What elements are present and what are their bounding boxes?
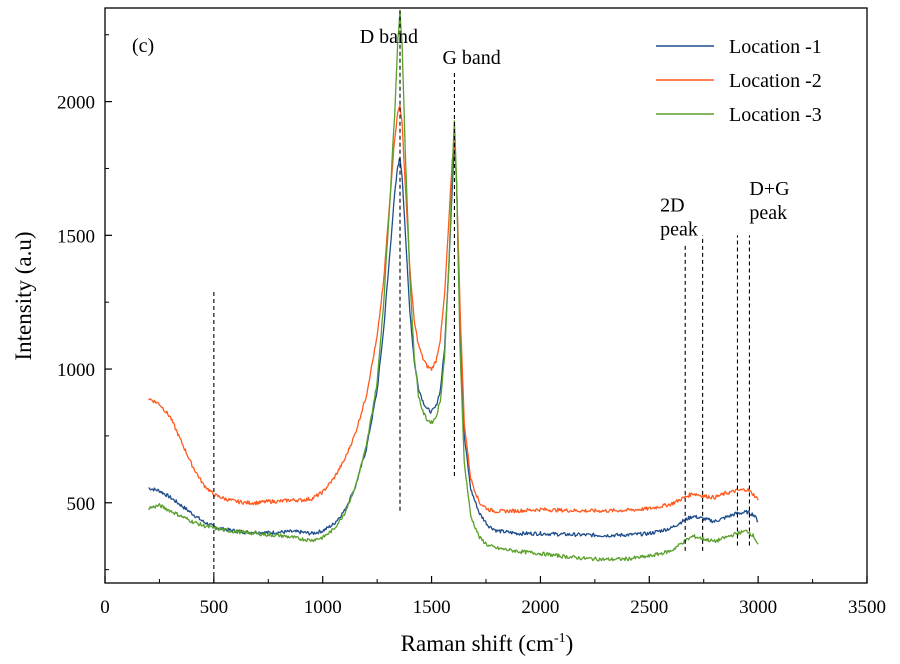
series-line-location-2 — [148, 105, 759, 514]
x-axis-title: Raman shift (cm-1) — [401, 631, 574, 656]
annotation-1-line-1: D band — [360, 26, 418, 48]
marker-layer — [213, 10, 750, 583]
x-axis-title-sup: -1 — [554, 631, 566, 646]
x-tick-label: 2500 — [630, 597, 668, 618]
series-line-location-3 — [147, 9, 759, 562]
x-tick-label: 0 — [100, 597, 110, 618]
annotation-3-line-1: 2D — [660, 194, 684, 216]
annotation-2-line-1: G band — [442, 47, 500, 69]
x-axis-title-close: ) — [566, 631, 574, 656]
tick-layer: 0 500 1000 1500 2000 2500 3000 3500 500 1000 1500 2… — [57, 34, 886, 618]
x-tick-label: 500 — [200, 597, 229, 618]
legend: Location -1 Location -2 Location -3 — [656, 36, 822, 126]
x-tick-label: 2000 — [521, 597, 559, 618]
series-layer — [147, 9, 759, 562]
y-tick-label: 1500 — [57, 226, 95, 247]
y-tick-label: 2000 — [57, 93, 95, 114]
y-tick-label: 500 — [67, 494, 96, 515]
annotation-4-line-1: D+G — [749, 178, 789, 200]
panel-label: (c) — [132, 35, 154, 57]
x-tick-label: 1000 — [304, 597, 342, 618]
legend-label-location-3: Location -3 — [729, 104, 822, 126]
y-tick-label: 1000 — [57, 360, 95, 381]
legend-label-location-2: Location -2 — [729, 70, 822, 92]
y-axis-title: Intensity (a.u) — [11, 231, 36, 360]
annotation-3-line-2: peak — [660, 218, 698, 240]
legend-label-location-1: Location -1 — [729, 36, 822, 58]
x-tick-label: 3000 — [739, 597, 777, 618]
annotation-4-line-2: peak — [749, 202, 787, 224]
x-tick-label: 3500 — [848, 597, 886, 618]
x-axis-title-main: Raman shift (cm — [401, 631, 554, 656]
x-tick-label: 1500 — [413, 597, 451, 618]
